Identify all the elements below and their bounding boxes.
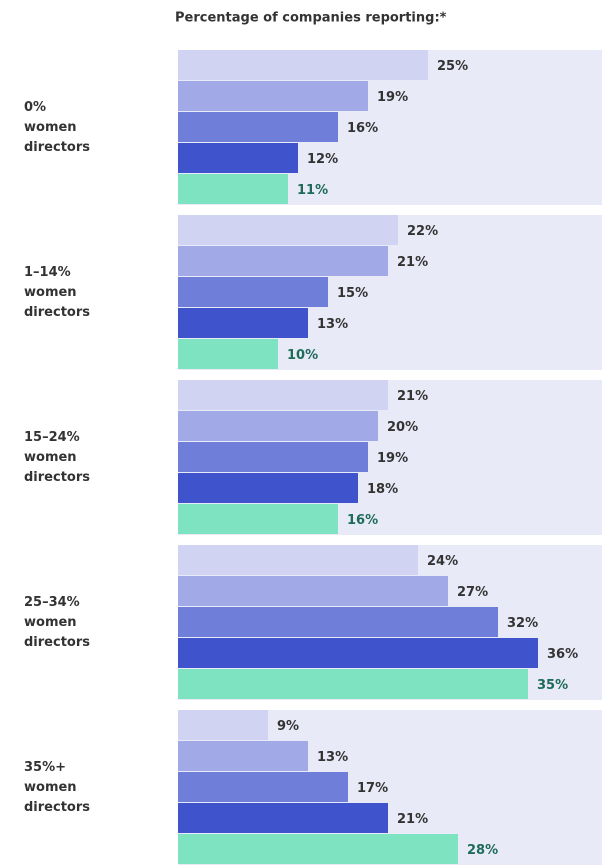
bar xyxy=(178,112,338,142)
bar xyxy=(178,545,418,575)
data-label: 19% xyxy=(377,451,408,466)
category-label: 1–14% women directors xyxy=(24,264,90,320)
data-label: 21% xyxy=(397,255,428,270)
data-label: 9% xyxy=(277,719,299,734)
data-label: 21% xyxy=(397,812,428,827)
category-label: 15–24% women directors xyxy=(24,429,90,485)
data-label: 24% xyxy=(427,554,458,569)
data-label: 11% xyxy=(297,183,328,198)
data-label: 20% xyxy=(387,420,418,435)
bar xyxy=(178,339,278,369)
bar xyxy=(178,50,428,80)
data-label: 22% xyxy=(407,224,438,239)
data-label: 16% xyxy=(347,121,378,136)
data-label: 32% xyxy=(507,616,538,631)
bar xyxy=(178,710,268,740)
bar xyxy=(178,803,388,833)
category-label: 25–34% women directors xyxy=(24,594,90,650)
data-label: 18% xyxy=(367,482,398,497)
data-label: 25% xyxy=(437,59,468,74)
bar xyxy=(178,576,448,606)
data-label: 35% xyxy=(537,678,568,693)
bar xyxy=(178,772,348,802)
bar xyxy=(178,277,328,307)
bar xyxy=(178,411,378,441)
bar xyxy=(178,504,338,534)
data-label: 27% xyxy=(457,585,488,600)
data-label: 12% xyxy=(307,152,338,167)
bar xyxy=(178,215,398,245)
data-label: 10% xyxy=(287,348,318,363)
category-label: 0% women directors xyxy=(24,99,90,155)
data-label: 36% xyxy=(547,647,578,662)
bar xyxy=(178,607,498,637)
bar xyxy=(178,638,538,668)
bar xyxy=(178,246,388,276)
data-label: 13% xyxy=(317,317,348,332)
category-label: 35%+ women directors xyxy=(24,759,90,815)
data-label: 17% xyxy=(357,781,388,796)
bar xyxy=(178,473,358,503)
bar xyxy=(178,308,308,338)
bar xyxy=(178,834,458,864)
bar xyxy=(178,174,288,204)
data-label: 16% xyxy=(347,513,378,528)
data-label: 15% xyxy=(337,286,368,301)
bar xyxy=(178,380,388,410)
data-label: 28% xyxy=(467,843,498,858)
bar xyxy=(178,442,368,472)
bar xyxy=(178,81,368,111)
bar xyxy=(178,143,298,173)
data-label: 13% xyxy=(317,750,348,765)
bar xyxy=(178,741,308,771)
data-label: 19% xyxy=(377,90,408,105)
bar xyxy=(178,669,528,699)
chart-title: Percentage of companies reporting:* xyxy=(175,11,447,26)
data-label: 21% xyxy=(397,389,428,404)
